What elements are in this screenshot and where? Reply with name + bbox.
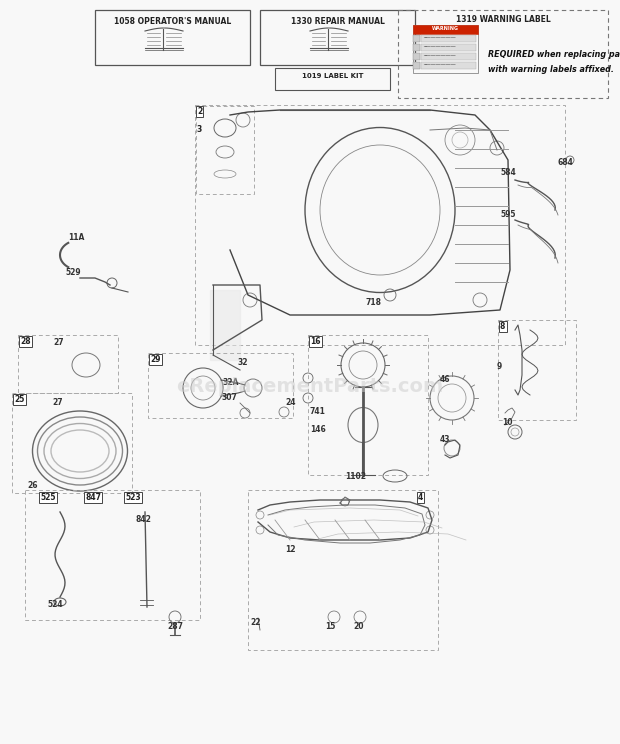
- Text: 718: 718: [365, 298, 381, 307]
- Text: 16: 16: [310, 337, 321, 346]
- Bar: [248, 490, 438, 650]
- Bar: [18, 335, 118, 393]
- Text: 10: 10: [502, 418, 513, 427]
- Text: 15: 15: [325, 622, 335, 631]
- Bar: [421, 62, 476, 69]
- Text: 1102: 1102: [345, 472, 366, 481]
- Text: 43: 43: [440, 435, 451, 444]
- Text: 11A: 11A: [68, 233, 84, 242]
- Text: 25: 25: [14, 395, 24, 404]
- Bar: [421, 35, 476, 42]
- Bar: [95, 10, 250, 65]
- Text: 3: 3: [197, 125, 202, 134]
- Text: 287: 287: [167, 622, 183, 631]
- Bar: [308, 335, 428, 475]
- Text: 847: 847: [85, 493, 101, 502]
- Bar: [398, 10, 608, 98]
- Text: WARNING: WARNING: [432, 26, 459, 31]
- Text: 27: 27: [52, 398, 63, 407]
- Text: 1019 LABEL KIT: 1019 LABEL KIT: [302, 73, 363, 79]
- Text: 9: 9: [497, 362, 502, 371]
- Text: 4: 4: [418, 493, 423, 502]
- Text: 146: 146: [310, 425, 326, 434]
- Text: 842: 842: [135, 515, 151, 524]
- Text: 529: 529: [65, 268, 81, 277]
- Bar: [275, 68, 390, 90]
- Text: 684: 684: [557, 158, 573, 167]
- Text: 584: 584: [500, 168, 516, 177]
- Text: 524: 524: [47, 600, 63, 609]
- Text: 595: 595: [500, 210, 515, 219]
- Text: REQUIRED when replacing parts: REQUIRED when replacing parts: [488, 50, 620, 59]
- Bar: [413, 25, 478, 34]
- Bar: [413, 62, 420, 69]
- Text: 8: 8: [500, 322, 505, 331]
- Text: 525: 525: [40, 493, 56, 502]
- Text: with warning labels affixed.: with warning labels affixed.: [488, 65, 614, 74]
- Text: 1058 OPERATOR'S MANUAL: 1058 OPERATOR'S MANUAL: [114, 17, 231, 26]
- Text: ─────────────: ─────────────: [423, 36, 456, 40]
- Text: 20: 20: [353, 622, 363, 631]
- Bar: [195, 105, 565, 345]
- Bar: [498, 320, 576, 420]
- Bar: [421, 53, 476, 60]
- Text: eReplacementParts.com: eReplacementParts.com: [176, 377, 444, 397]
- Bar: [260, 10, 415, 65]
- Bar: [413, 53, 420, 60]
- Bar: [196, 106, 254, 194]
- Text: 2: 2: [197, 107, 202, 116]
- Text: 307: 307: [222, 393, 238, 402]
- Text: 741: 741: [310, 407, 326, 416]
- Text: 523: 523: [125, 493, 141, 502]
- Text: ─────────────: ─────────────: [423, 54, 456, 58]
- Polygon shape: [210, 290, 240, 360]
- Text: 24: 24: [285, 398, 296, 407]
- Bar: [413, 44, 420, 51]
- Text: 12: 12: [285, 545, 296, 554]
- Text: 1319 WARNING LABEL: 1319 WARNING LABEL: [456, 15, 551, 24]
- Text: 32A: 32A: [223, 378, 239, 387]
- Bar: [12, 393, 132, 493]
- Text: 27: 27: [53, 338, 64, 347]
- Bar: [413, 35, 420, 42]
- Text: 22: 22: [250, 618, 260, 627]
- Text: ─────────────: ─────────────: [423, 45, 456, 49]
- Text: ─────────────: ─────────────: [423, 63, 456, 67]
- Text: 46: 46: [440, 375, 451, 384]
- Text: 28: 28: [20, 337, 30, 346]
- Bar: [25, 490, 200, 620]
- Bar: [421, 44, 476, 51]
- Text: 26: 26: [27, 481, 37, 490]
- Text: 29: 29: [150, 355, 161, 364]
- Text: 1330 REPAIR MANUAL: 1330 REPAIR MANUAL: [291, 17, 384, 26]
- Text: 32: 32: [238, 358, 249, 367]
- Bar: [148, 353, 293, 418]
- Bar: [413, 25, 478, 73]
